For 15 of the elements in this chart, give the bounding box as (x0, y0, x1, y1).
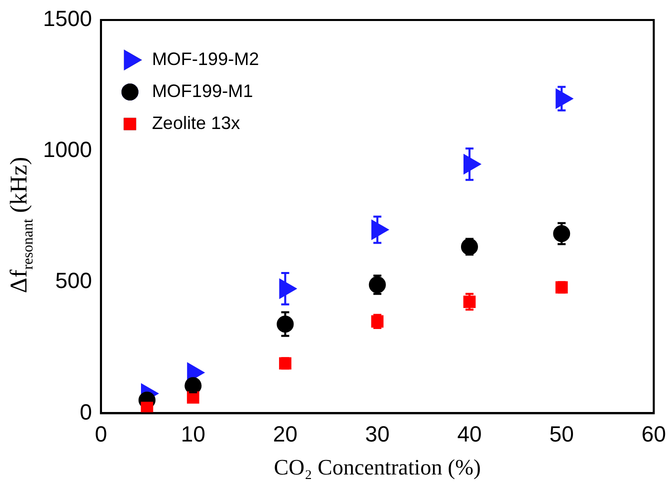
legend-label: MOF-199-M2 (152, 48, 259, 69)
legend-label: Zeolite 13x (152, 112, 240, 133)
y-tick-label: 500 (55, 268, 92, 294)
x-tick-label: 50 (549, 421, 574, 446)
x-tick-label: 30 (365, 421, 390, 446)
y-tick-label: 1500 (42, 6, 92, 32)
x-axis-title: CO₂ Concentration (%) (274, 454, 481, 480)
x-tick-label: 10 (180, 421, 206, 446)
x-tick-label: 20 (272, 421, 298, 446)
y-tick-label: 0 (80, 399, 92, 424)
x-tick-label: 60 (642, 421, 666, 446)
x-tick-label: 0 (94, 421, 108, 446)
x-tick-label: 40 (457, 421, 482, 446)
legend-label: MOF199-M1 (152, 80, 253, 101)
y-tick-label: 1000 (42, 137, 92, 162)
